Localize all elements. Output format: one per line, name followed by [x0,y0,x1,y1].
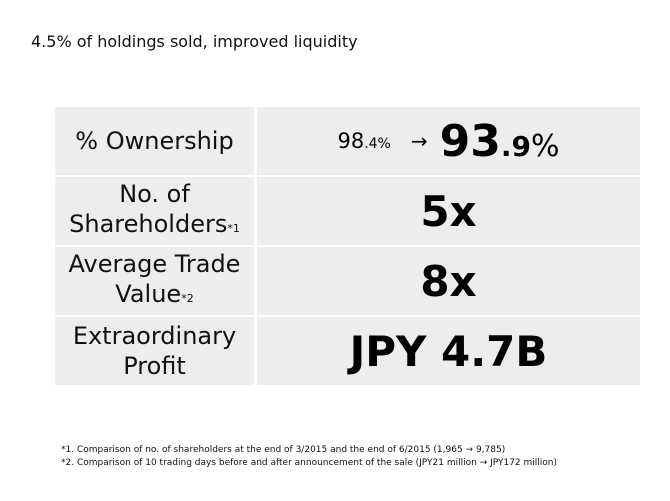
label-line-1: Average Trade [68,249,241,278]
footnotes: *1. Comparison of no. of shareholders at… [61,444,557,470]
row-label: No. of Shareholders*1 [55,177,254,245]
footnote-2: *2. Comparison of 10 trading days before… [61,458,558,468]
value-text: JPY 4.7B [349,326,548,376]
label-text: % Ownership [75,127,234,155]
shareholders-value: 5x [257,177,640,245]
trade-value-value: 8x [257,247,640,315]
label-line-1: No. of [119,179,190,208]
table-row: Average Trade Value*2 8x [55,247,640,315]
label-line-2: Shareholders [69,209,228,238]
page-title: 4.5% of holdings sold, improved liquidit… [31,32,358,51]
value-text: 5x [420,186,477,236]
table-row: No. of Shareholders*1 5x [55,177,640,245]
value-text: 8x [420,256,477,306]
after-value: 93.9% [440,116,560,167]
before-int: 98 [337,129,365,153]
metrics-table: % Ownership 98.4% → 93.9% No. of Shareho… [55,107,640,385]
footnote-1: *1. Comparison of no. of shareholders at… [61,445,506,455]
label-line-2: Profit [123,352,186,380]
before-value: 98.4% [337,129,390,153]
after-int: 93 [439,115,501,167]
footnote-mark: *1 [227,221,240,235]
row-label: Extraordinary Profit [55,317,254,385]
label-line-1: Extraordinary [72,322,237,350]
table-row: % Ownership 98.4% → 93.9% [55,107,640,175]
label-line-2: Value [115,279,182,308]
ownership-value: 98.4% → 93.9% [257,107,640,175]
after-dec: .9 [500,129,531,163]
after-unit: % [531,128,560,164]
row-label: Average Trade Value*2 [55,247,254,315]
arrow-icon: → [410,129,428,153]
table-row: Extraordinary Profit JPY 4.7B [55,317,640,385]
profit-value: JPY 4.7B [257,317,640,385]
row-label: % Ownership [55,107,254,175]
footnote-mark: *2 [181,291,194,305]
before-dec: .4% [364,136,391,152]
